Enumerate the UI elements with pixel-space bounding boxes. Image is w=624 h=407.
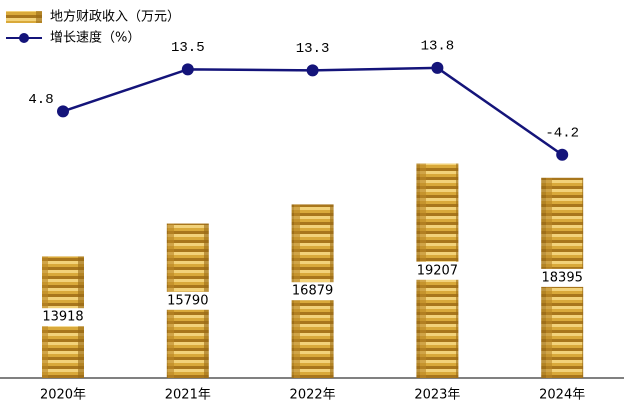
- value-label: 13918: [42, 310, 83, 325]
- value-label-bg: [540, 268, 585, 287]
- value-label: 15790: [167, 293, 208, 308]
- marker: [57, 105, 69, 118]
- line: [62, 66, 563, 156]
- value-label: -4.2: [545, 125, 579, 141]
- value-label: 13.8: [421, 39, 455, 55]
- legend-swatch: [6, 11, 42, 23]
- x-tick-label: 2022年: [290, 388, 336, 403]
- value-label: 18395: [542, 270, 583, 285]
- value-label: 16879: [292, 284, 333, 299]
- value-label-bg: [41, 308, 85, 327]
- marker: [181, 63, 194, 76]
- x-tick-label: 2020年: [40, 388, 86, 403]
- value-label: 4.8: [28, 92, 53, 108]
- legend-label: 地方财政收入（万元）: [50, 9, 180, 25]
- x-tick-label: 2023年: [414, 388, 460, 403]
- legend-marker: [19, 33, 29, 43]
- value-label-bg: [415, 261, 460, 280]
- value-label: 13.3: [296, 41, 330, 57]
- marker: [306, 64, 319, 77]
- marker: [556, 148, 569, 161]
- legend-label: 增长速度（%）: [50, 30, 140, 46]
- x-tick-label: 2024年: [539, 388, 585, 403]
- value-label: 19207: [417, 263, 458, 278]
- x-tick-label: 2021年: [165, 388, 211, 403]
- marker: [431, 61, 444, 74]
- value-label-bg: [290, 282, 335, 301]
- value-label-bg: [165, 291, 210, 310]
- value-label: 13.5: [171, 40, 205, 56]
